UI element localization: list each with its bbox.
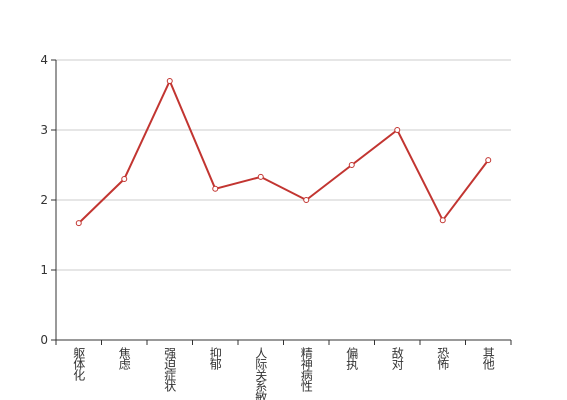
x-tick-label: 敌对 (390, 346, 404, 370)
y-tick-label: 1 (40, 263, 48, 277)
x-tick-label: 精神病性 (299, 347, 313, 393)
point (439, 217, 446, 224)
x-tick-label: 其他 (481, 347, 495, 370)
point (166, 78, 173, 84)
y-tick-label: 3 (40, 123, 48, 137)
y-tick-label: 2 (40, 193, 48, 207)
x-tick-label: 强迫症状 (163, 347, 177, 392)
point (348, 162, 355, 168)
point (394, 127, 401, 133)
point (75, 220, 82, 227)
y-tick-label: 4 (40, 53, 48, 67)
line (78, 78, 490, 224)
y-tick-label: 0 (40, 333, 48, 347)
x-tick-label: 抑郁 (208, 346, 222, 371)
x-tick-label: 躯体化 (72, 346, 86, 382)
point (121, 176, 128, 182)
point (303, 197, 310, 203)
x-tick-label: 恐怖 (436, 347, 450, 370)
x-tick-label: 焦虑 (117, 347, 131, 370)
point (257, 173, 264, 180)
point (485, 157, 492, 164)
x-tick-label: 偏执 (345, 346, 359, 371)
point (212, 185, 219, 192)
x-tick-label: 人际关系敏感 (254, 347, 268, 400)
